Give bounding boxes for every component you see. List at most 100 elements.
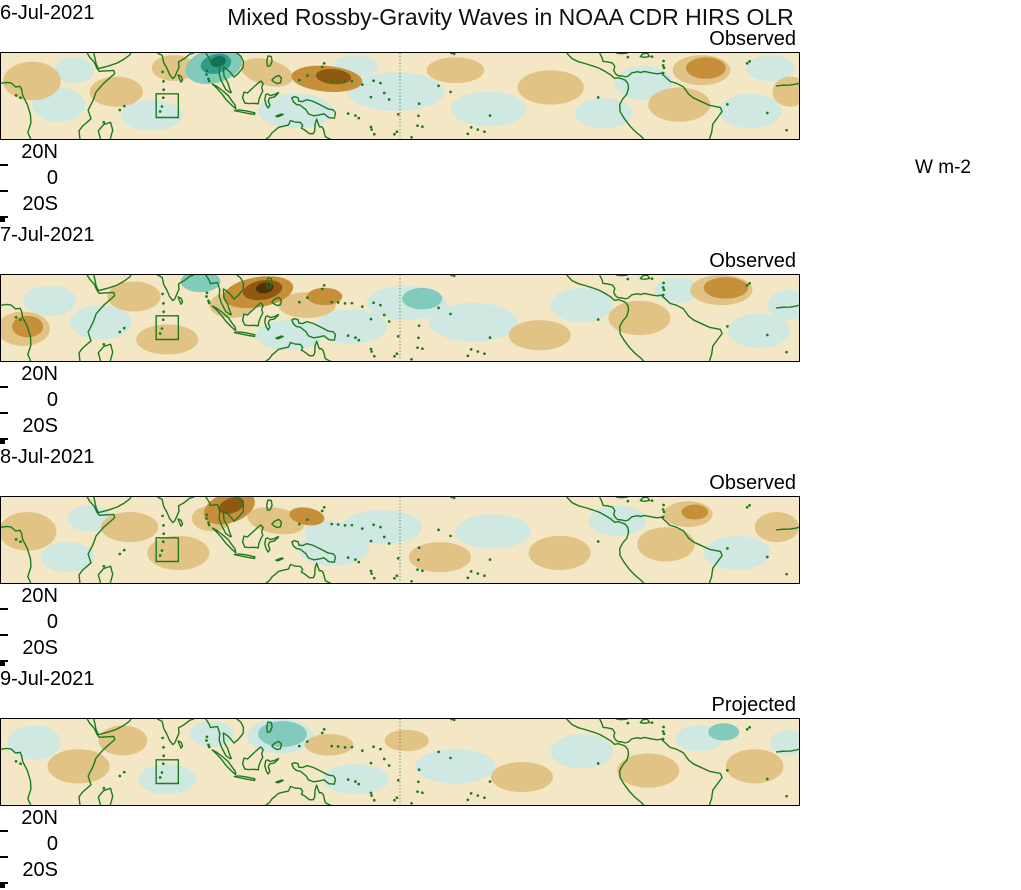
y-axis-tick-label: 0 — [46, 167, 58, 189]
coastline — [272, 741, 282, 749]
y-axis-major-tick — [0, 634, 8, 636]
coastline — [178, 297, 182, 304]
island-dot — [322, 61, 326, 65]
anomaly-blob — [218, 497, 245, 514]
island-dot — [596, 96, 600, 99]
island-dot — [305, 740, 309, 743]
island-dot — [596, 762, 600, 765]
island-dot — [748, 504, 751, 507]
y-axis-major-tick — [0, 660, 8, 662]
coastline — [267, 500, 272, 510]
anomaly-field — [7, 719, 799, 795]
island-dot — [626, 721, 630, 725]
island-dot — [369, 791, 373, 795]
y-axis-major-tick — [0, 164, 8, 166]
coastline — [617, 53, 628, 54]
island-dot — [354, 114, 357, 117]
coastline — [276, 780, 283, 783]
island-dot — [662, 288, 666, 292]
island-dot — [357, 338, 361, 342]
island-dot — [396, 778, 400, 782]
island-dot — [205, 739, 208, 742]
coastlines-layer — [1, 497, 799, 583]
island-dot — [396, 112, 400, 116]
island-dot — [437, 750, 440, 754]
island-dot — [483, 130, 486, 134]
coastline — [94, 497, 131, 513]
coastline — [266, 785, 330, 805]
anomaly-blob — [322, 764, 389, 795]
island-dot — [416, 790, 419, 794]
island-dot — [207, 79, 211, 83]
panel-date-label: 9-Jul-2021 — [0, 668, 95, 690]
island-dot — [387, 764, 391, 767]
coastline — [267, 278, 272, 288]
island-dot — [483, 796, 486, 800]
island-dot — [343, 80, 347, 83]
island-dot — [19, 540, 22, 544]
island-dot — [122, 104, 126, 108]
island-dot — [330, 300, 334, 304]
coastline — [79, 497, 115, 583]
coastline — [243, 747, 264, 770]
coastline — [567, 497, 644, 583]
island-dot — [421, 125, 424, 129]
island-dot — [785, 572, 788, 576]
island-dot — [382, 757, 386, 761]
island-dot — [417, 558, 420, 562]
y-axis-minor-tick — [0, 218, 5, 220]
island-dot — [369, 317, 373, 321]
y-axis-tick-label: 0 — [46, 833, 58, 855]
anomaly-blob — [241, 58, 293, 87]
anomaly-blob — [54, 57, 95, 84]
island-dot — [205, 513, 209, 517]
anomaly-blob — [637, 527, 695, 562]
y-axis-minor-tick — [0, 220, 5, 222]
island-dot — [726, 103, 729, 106]
island-dot — [449, 90, 452, 94]
island-dot — [372, 745, 375, 749]
coastline — [272, 519, 282, 527]
y-axis-minor-tick — [0, 884, 5, 886]
coastlines-layer — [1, 275, 799, 361]
island-dot — [437, 306, 440, 310]
island-dot — [14, 94, 18, 97]
y-axis-tick-label: 20S — [22, 415, 58, 437]
anomaly-blob — [490, 762, 553, 793]
island-dot — [372, 576, 376, 580]
panel-status-label: Projected — [711, 694, 797, 716]
coastline — [98, 788, 112, 805]
y-axis-minor-tick — [0, 662, 5, 664]
island-dot — [354, 558, 357, 561]
island-dot — [469, 348, 473, 351]
anomaly-blob — [508, 320, 571, 351]
island-dot — [369, 569, 373, 573]
island-dot — [662, 59, 665, 63]
island-dot — [350, 523, 354, 527]
island-dot — [476, 794, 480, 797]
coastline — [157, 53, 193, 79]
figure-title: Mixed Rossby-Gravity Waves in NOAA CDR H… — [227, 4, 794, 30]
region-box — [156, 94, 178, 118]
anomaly-blob — [550, 287, 613, 323]
coastline — [206, 497, 244, 537]
coastline — [292, 97, 336, 119]
island-dot — [662, 66, 666, 70]
island-dot — [160, 771, 164, 774]
region-box — [156, 760, 178, 784]
island-dot — [19, 318, 22, 322]
coastline — [640, 275, 649, 279]
y-axis-major-tick — [0, 856, 8, 858]
coastline — [265, 315, 279, 330]
island-dot — [450, 275, 453, 277]
coastline — [276, 558, 283, 561]
panel-date-label: 7-Jul-2021 — [0, 224, 95, 246]
island-dot — [488, 780, 492, 783]
island-dot — [452, 53, 456, 56]
coastline — [98, 344, 112, 361]
island-dot — [662, 725, 665, 729]
island-dot — [369, 539, 373, 543]
island-dot — [661, 515, 665, 519]
anomaly-blob — [69, 305, 132, 340]
anomaly-blob — [767, 290, 799, 321]
